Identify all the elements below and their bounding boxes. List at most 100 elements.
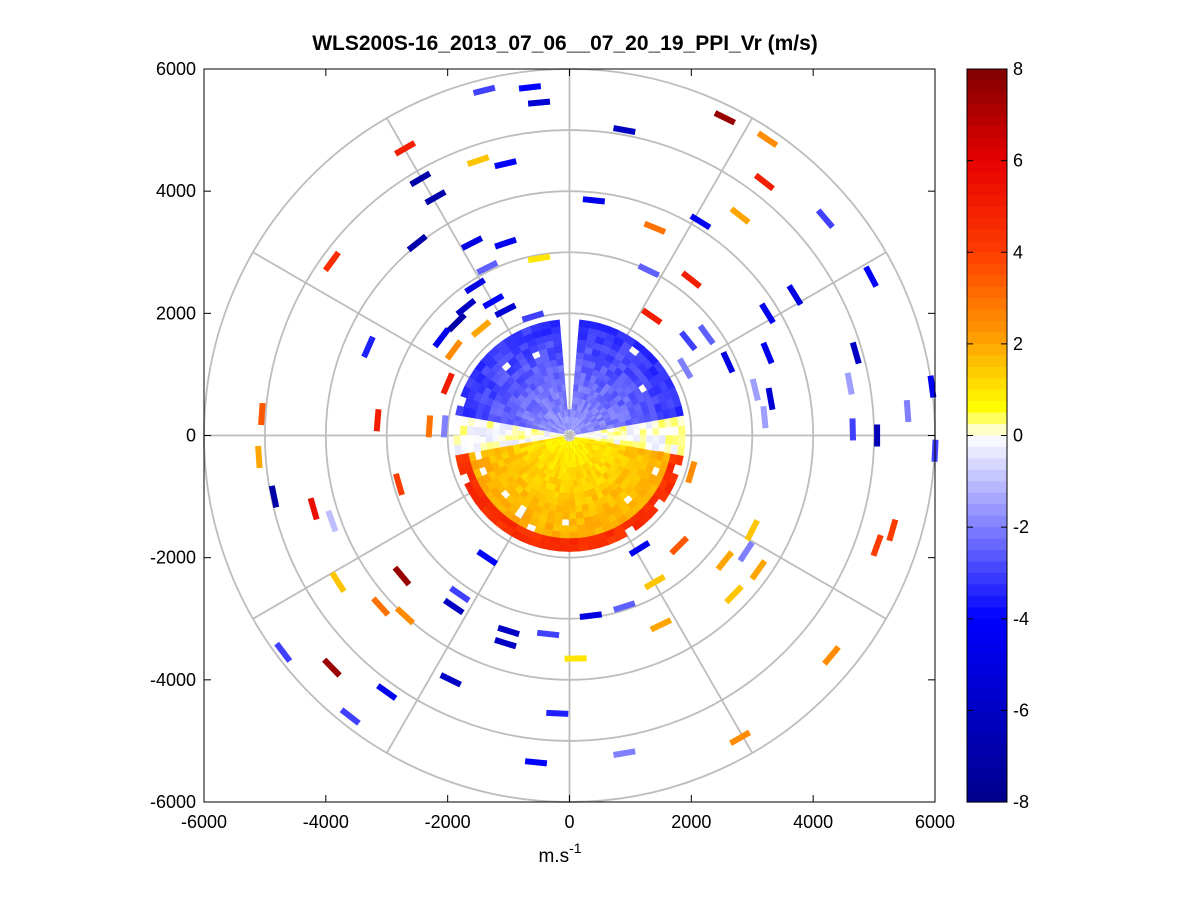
core-cell [556,498,565,507]
velocity-point [669,535,690,556]
axis-ticks: -6000 -4000 -2000 0 2000 4000 6000 6000 4000 2000… [150,59,955,832]
colorbar-segment [967,710,1007,723]
colorbar-segment [967,206,1007,219]
colorbar-segment [967,320,1007,334]
core-cell [578,319,590,328]
velocity-point [394,140,417,157]
core-cell [658,426,667,436]
core-cell [626,435,635,442]
core-cell [569,512,578,520]
x-tick-label: 6000 [915,812,955,832]
colorbar-segment [967,527,1007,540]
velocity-point [685,460,698,484]
velocity-point [729,206,751,225]
core-cell [536,432,545,436]
velocity-point [760,405,769,429]
velocity-point [643,220,667,235]
colorbar-segment [967,744,1007,757]
core-cell [569,499,577,507]
velocity-point [339,707,361,726]
colorbar-segment [967,653,1007,666]
colorbar-tick-label: -6 [1013,700,1029,720]
core-cell [671,435,680,446]
colorbar-segment [967,435,1007,448]
velocity-point [753,172,775,192]
core-cell [524,431,532,436]
core-cell [492,421,501,430]
velocity-point [439,672,462,688]
colorbar-segment [967,91,1007,104]
velocity-point [927,375,937,398]
core-cell [565,467,570,475]
core-cell [665,426,673,436]
core-cell [505,423,513,431]
core-cell [457,463,468,476]
colorbar-segment [967,664,1007,677]
colorbar-segment [967,641,1007,654]
colorbar-segment [967,676,1007,689]
velocity-point [460,235,484,251]
colorbar-segment [967,401,1007,414]
velocity-point [325,509,339,533]
velocity-point [361,335,376,359]
core-cell [563,492,570,501]
core-cell [578,543,590,552]
core-cell [569,518,578,527]
colorbar-tick-label: -4 [1013,609,1029,629]
core-cell [574,364,583,373]
core-cell [557,492,565,501]
core-cell [646,505,659,519]
velocity-point [677,357,694,380]
core-cell [639,435,648,443]
colorbar-segment [967,618,1007,631]
core-cell [459,425,468,436]
core-cell [498,435,506,443]
velocity-point [466,154,490,167]
velocity-point [720,350,736,374]
x-tick-label: 4000 [793,812,833,832]
core-cell [517,430,526,436]
colorbar-segment [967,149,1007,162]
core-cell [619,439,628,446]
core-cell [652,435,660,444]
colorbar-segment [967,172,1007,185]
core-cell [581,435,590,438]
colorbar-segment [967,698,1007,711]
core-cell [678,435,686,446]
velocity-point [392,565,412,587]
core-cell [491,428,500,436]
colorbar-tick-label: 0 [1013,426,1023,446]
velocity-point [903,399,912,423]
velocity-point [518,83,542,92]
colorbar-segment [967,332,1007,345]
core-cell [453,435,461,446]
core-cell [479,427,487,436]
colorbar-segment [967,378,1007,391]
velocity-point [849,418,856,441]
velocity-point [440,372,455,395]
colorbar-segment [967,630,1007,643]
velocity-point [409,170,432,188]
velocity-point [786,284,804,306]
velocity-point [446,312,467,333]
core-cell [560,525,570,533]
colorbar-segment [967,286,1007,299]
colorbar-segment [967,275,1007,288]
velocity-point [274,641,293,663]
core-cell [498,422,507,431]
y-tick-label: 2000 [156,303,196,323]
velocity-point [307,497,320,521]
velocity-point [455,297,477,317]
core-cell [473,443,482,453]
velocity-point [424,189,447,206]
velocity-point [432,327,451,349]
core-cell [472,426,481,436]
core-cell [565,473,570,481]
colorbar-segment [967,595,1007,608]
core-cell [559,537,570,546]
core-cell [559,544,570,552]
core-cell [562,499,570,507]
velocity-point [749,559,768,581]
core-cell [588,435,596,439]
colorbar-segment [967,343,1007,356]
